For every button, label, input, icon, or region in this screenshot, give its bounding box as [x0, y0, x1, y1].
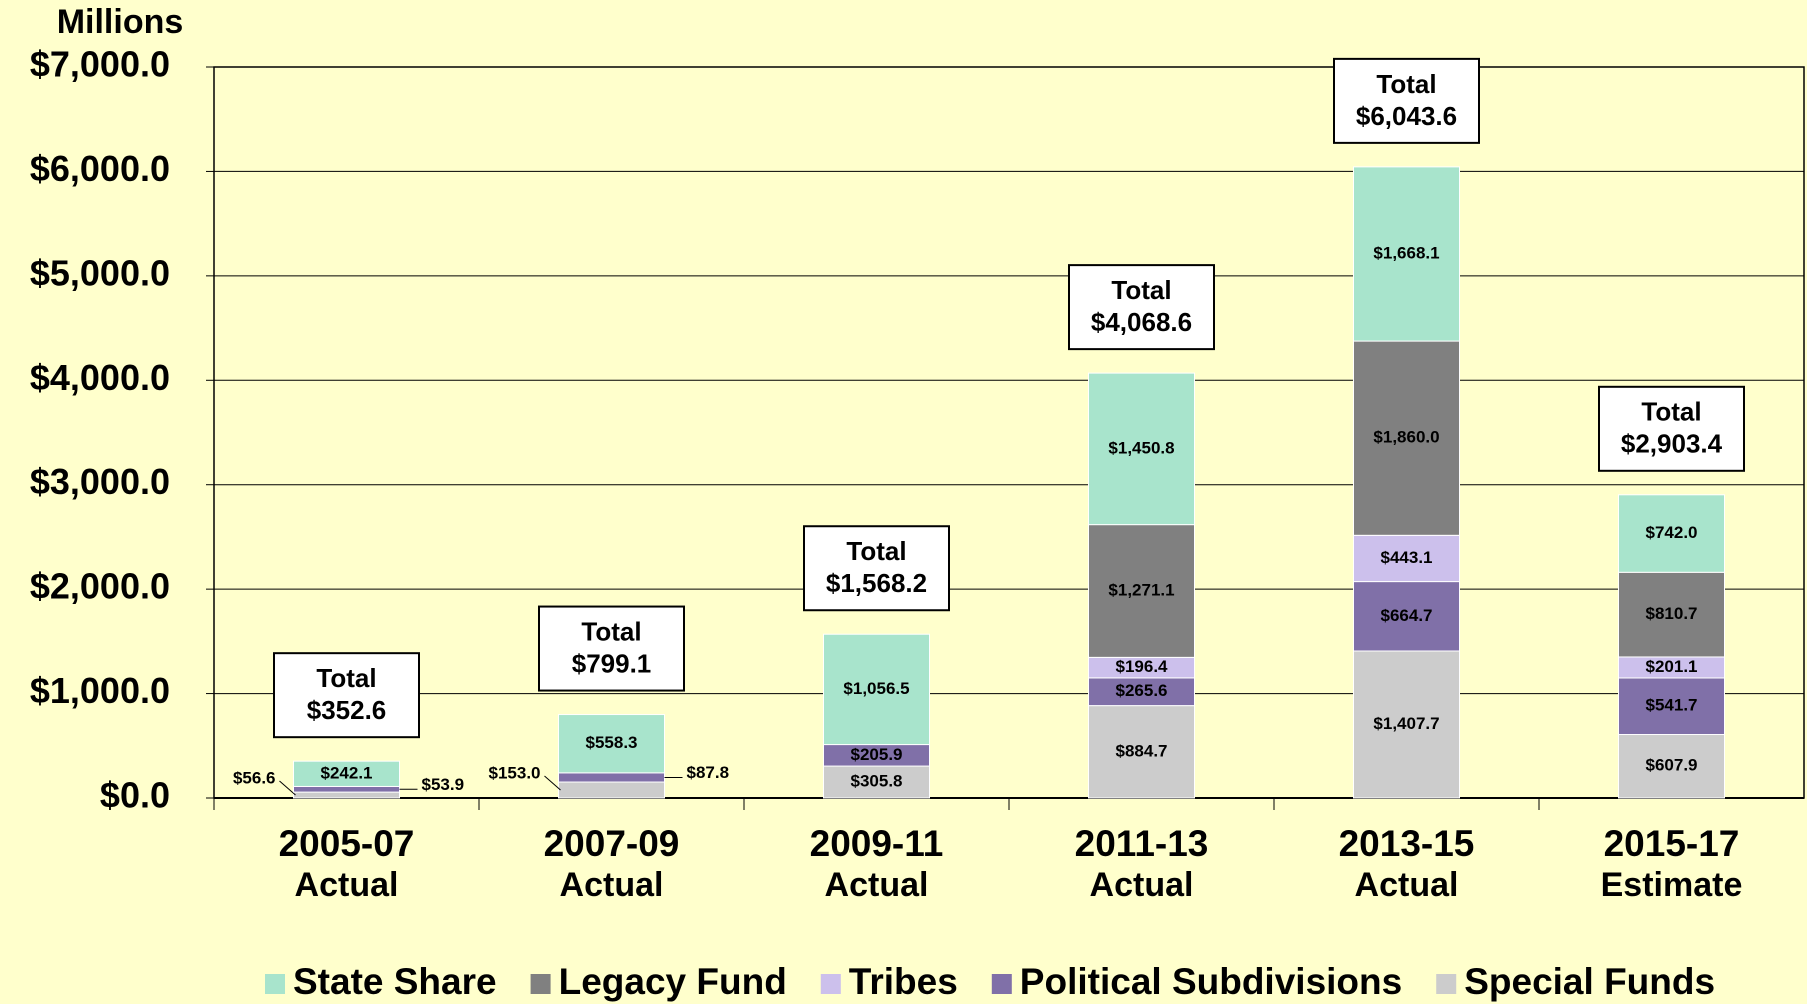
- y-tick-label: $4,000.0: [30, 357, 170, 398]
- value-label: $305.8: [851, 772, 903, 791]
- bar-segment: [1088, 677, 1195, 707]
- y-tick-label: $6,000.0: [30, 148, 170, 189]
- total-box: [1598, 385, 1745, 472]
- value-label: $201.1: [1646, 657, 1698, 676]
- total-label: $6,043.6: [1356, 101, 1457, 131]
- total-title: Total: [1376, 69, 1436, 99]
- legend-label: Tribes: [849, 961, 958, 1002]
- bar-segment: [1353, 340, 1460, 536]
- total-title: Total: [316, 663, 376, 693]
- legend-swatch: [265, 974, 285, 994]
- bar-segment: [558, 714, 665, 774]
- value-label: $884.7: [1116, 741, 1168, 760]
- legend-label: Political Subdivisions: [1020, 961, 1402, 1002]
- y-axis-label: Millions: [57, 3, 184, 41]
- bar-segment: [1618, 571, 1725, 658]
- total-box: [1333, 57, 1480, 144]
- value-label: $742.0: [1646, 523, 1698, 542]
- bar-segment: [558, 772, 665, 783]
- bar-segment: [823, 633, 930, 746]
- x-tick-label: 2005-07: [279, 823, 415, 864]
- y-tick-label: $2,000.0: [30, 566, 170, 607]
- value-label: $558.3: [586, 733, 638, 752]
- value-label: $56.6: [233, 769, 276, 788]
- value-label: $1,860.0: [1373, 428, 1439, 447]
- value-label: $53.9: [422, 775, 465, 794]
- value-label: $153.0: [489, 763, 541, 782]
- bar-segment: [1353, 166, 1460, 342]
- bar-segment: [293, 785, 400, 793]
- plot-area: [213, 66, 1805, 799]
- x-tick-label: 2011-13: [1075, 823, 1209, 864]
- leader-line: [544, 775, 561, 791]
- x-tick-sublabel: Estimate: [1601, 866, 1743, 904]
- bar-segment: [1353, 581, 1460, 652]
- value-label: $541.7: [1646, 696, 1698, 715]
- y-tick-label: $1,000.0: [30, 670, 170, 711]
- total-box: [1068, 264, 1215, 351]
- bar-segment: [1088, 372, 1195, 526]
- total-label: $1,568.2: [826, 568, 927, 598]
- x-tick-sublabel: Actual: [1355, 866, 1459, 904]
- bar-segment: [1353, 534, 1460, 583]
- legend-label: Special Funds: [1464, 961, 1715, 1002]
- value-label: $265.6: [1116, 681, 1168, 700]
- total-label: $799.1: [572, 648, 652, 678]
- x-tick-sublabel: Actual: [825, 866, 929, 904]
- value-label: $664.7: [1381, 606, 1433, 625]
- bar-segment: [823, 765, 930, 799]
- total-label: $4,068.6: [1091, 307, 1192, 337]
- total-title: Total: [846, 536, 906, 566]
- bar-segment: [1618, 494, 1725, 573]
- legend-label: Legacy Fund: [559, 961, 787, 1002]
- value-label: $607.9: [1646, 756, 1698, 775]
- y-tick-label: $7,000.0: [30, 44, 170, 85]
- legend-swatch: [1436, 974, 1457, 994]
- value-label: $1,271.1: [1108, 580, 1174, 599]
- x-tick-sublabel: Actual: [295, 866, 399, 904]
- legend-swatch: [991, 974, 1012, 994]
- y-tick-label: $3,000.0: [30, 461, 170, 502]
- total-box: [538, 605, 685, 692]
- x-tick-label: 2009-11: [810, 823, 944, 864]
- x-tick-label: 2007-09: [544, 823, 680, 864]
- value-label: $196.4: [1116, 657, 1169, 676]
- value-label: $1,450.8: [1108, 438, 1174, 457]
- bar-segment: [1618, 677, 1725, 736]
- y-tick-label: $5,000.0: [30, 252, 170, 293]
- leader-line: [279, 780, 296, 796]
- total-box: [273, 652, 420, 739]
- value-label: $443.1: [1381, 548, 1433, 567]
- total-title: Total: [1111, 275, 1171, 305]
- bar-segment: [293, 760, 400, 787]
- value-label: $87.8: [687, 763, 730, 782]
- total-title: Total: [581, 616, 641, 646]
- bar-segment: [1618, 734, 1725, 799]
- legend-swatch: [820, 974, 841, 994]
- bar-segment: [293, 791, 400, 799]
- legend-swatch: [530, 974, 551, 994]
- bar-segment: [558, 781, 665, 799]
- value-label: $242.1: [321, 763, 373, 782]
- total-label: $2,903.4: [1621, 429, 1723, 459]
- x-tick-label: 2013-15: [1339, 823, 1475, 864]
- bar-segment: [1353, 650, 1460, 799]
- bar-segment: [1088, 705, 1195, 799]
- y-tick-label: $0.0: [100, 775, 170, 816]
- value-label: $205.9: [851, 745, 903, 764]
- total-box: [803, 525, 950, 612]
- x-tick-label: 2015-17: [1604, 823, 1740, 864]
- total-label: $352.6: [307, 695, 387, 725]
- x-tick-sublabel: Actual: [560, 866, 664, 904]
- value-label: $810.7: [1646, 604, 1698, 623]
- x-tick-sublabel: Actual: [1090, 866, 1194, 904]
- legend-label: State Share: [293, 961, 497, 1002]
- value-label: $1,668.1: [1373, 243, 1439, 262]
- value-label: $1,056.5: [843, 679, 909, 698]
- total-title: Total: [1641, 397, 1701, 427]
- value-label: $1,407.7: [1373, 714, 1439, 733]
